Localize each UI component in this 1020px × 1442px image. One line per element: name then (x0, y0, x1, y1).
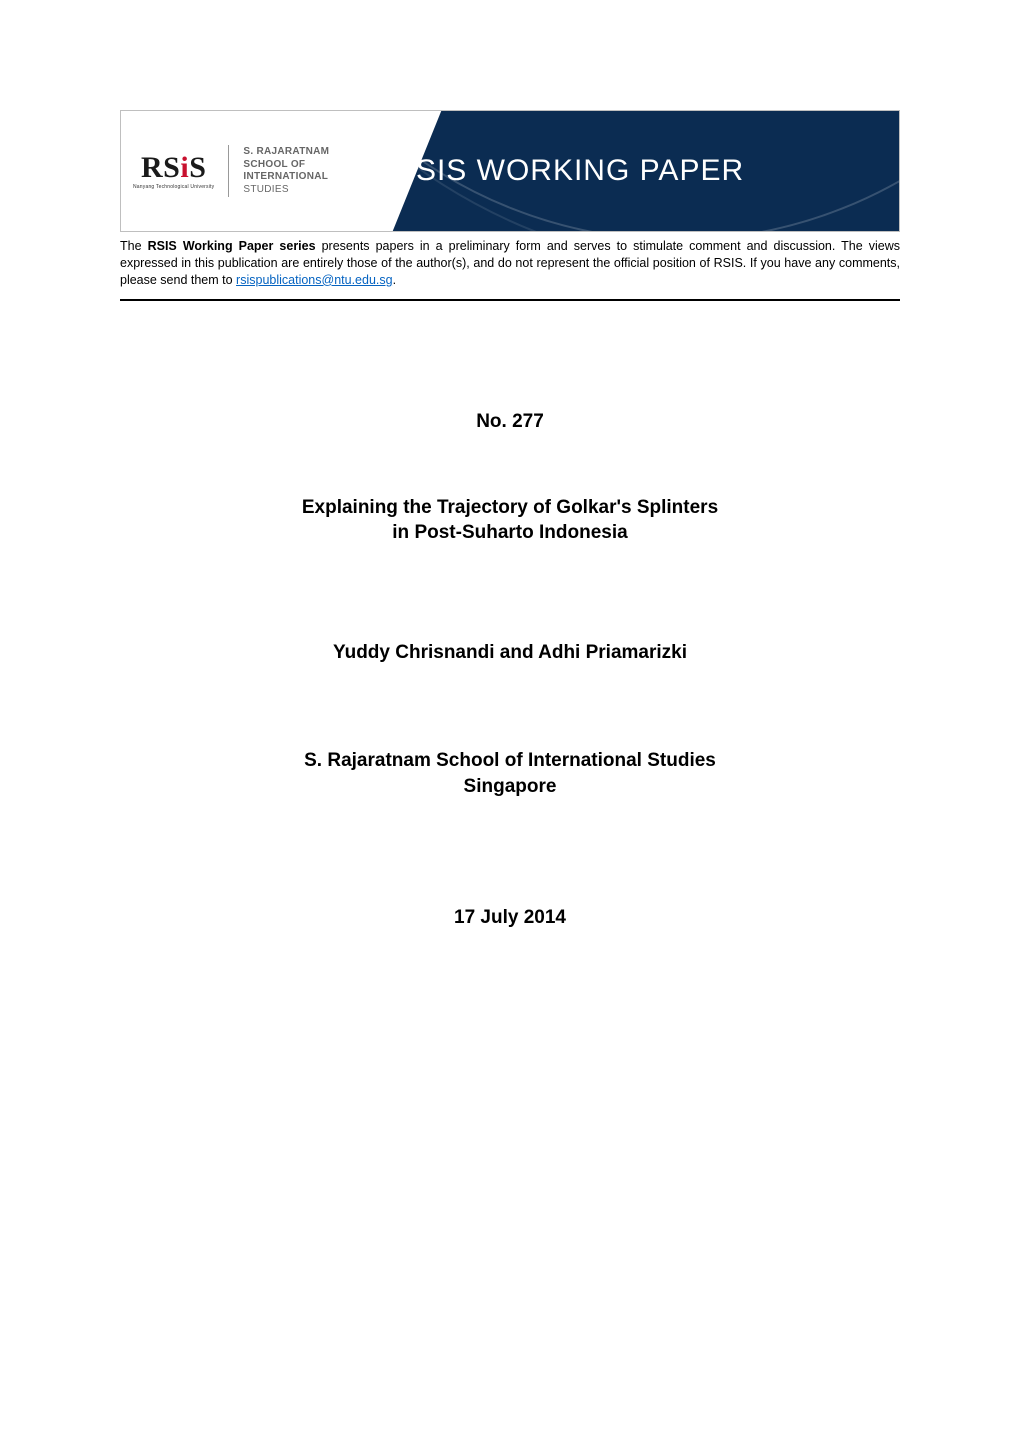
series-note-prefix: The (120, 239, 148, 253)
logo-subtext: Nanyang Technological University (133, 185, 214, 190)
institution-line-2: Singapore (464, 776, 557, 797)
document-number: No. 277 (476, 411, 544, 433)
school-line-3: INTERNATIONAL (243, 171, 329, 184)
logo-divider (228, 145, 229, 197)
series-note-rule (120, 299, 900, 301)
rsis-logo: RSiS Nanyang Technological University (133, 153, 214, 190)
logo-text-accent: i (180, 151, 189, 184)
series-note-suffix: . (393, 273, 396, 287)
series-note: The RSIS Working Paper series presents p… (120, 238, 900, 289)
series-note-email-link[interactable]: rsispublications@ntu.edu.sg (236, 273, 393, 287)
document-title-line-1: Explaining the Trajectory of Golkar's Sp… (302, 497, 718, 518)
document-title: Explaining the Trajectory of Golkar's Sp… (302, 495, 718, 546)
school-name: S. RAJARATNAM SCHOOL OF INTERNATIONAL ST… (243, 146, 329, 196)
document-date: 17 July 2014 (454, 907, 566, 929)
header-banner: RSiS Nanyang Technological University S.… (120, 110, 900, 232)
page: RSiS Nanyang Technological University S.… (0, 0, 1020, 1442)
logo-text-suffix: S (189, 151, 206, 184)
banner-right: RSIS WORKING PAPER (347, 111, 899, 231)
series-note-bold: RSIS Working Paper series (148, 239, 316, 253)
document-authors: Yuddy Chrisnandi and Adhi Priamarizki (333, 642, 687, 664)
document-title-line-2: in Post-Suharto Indonesia (392, 522, 627, 543)
logo-text-prefix: RS (141, 151, 180, 184)
banner-title: RSIS WORKING PAPER (393, 154, 744, 188)
rsis-logo-mark: RSiS (141, 153, 206, 183)
document-institution: S. Rajaratnam School of International St… (304, 748, 716, 799)
institution-line-1: S. Rajaratnam School of International St… (304, 750, 716, 771)
banner-left: RSiS Nanyang Technological University S.… (121, 111, 347, 231)
school-line-2: SCHOOL OF (243, 159, 329, 172)
school-line-4: STUDIES (243, 184, 329, 197)
school-line-1: S. RAJARATNAM (243, 146, 329, 159)
title-block: No. 277 Explaining the Trajectory of Gol… (120, 411, 900, 930)
